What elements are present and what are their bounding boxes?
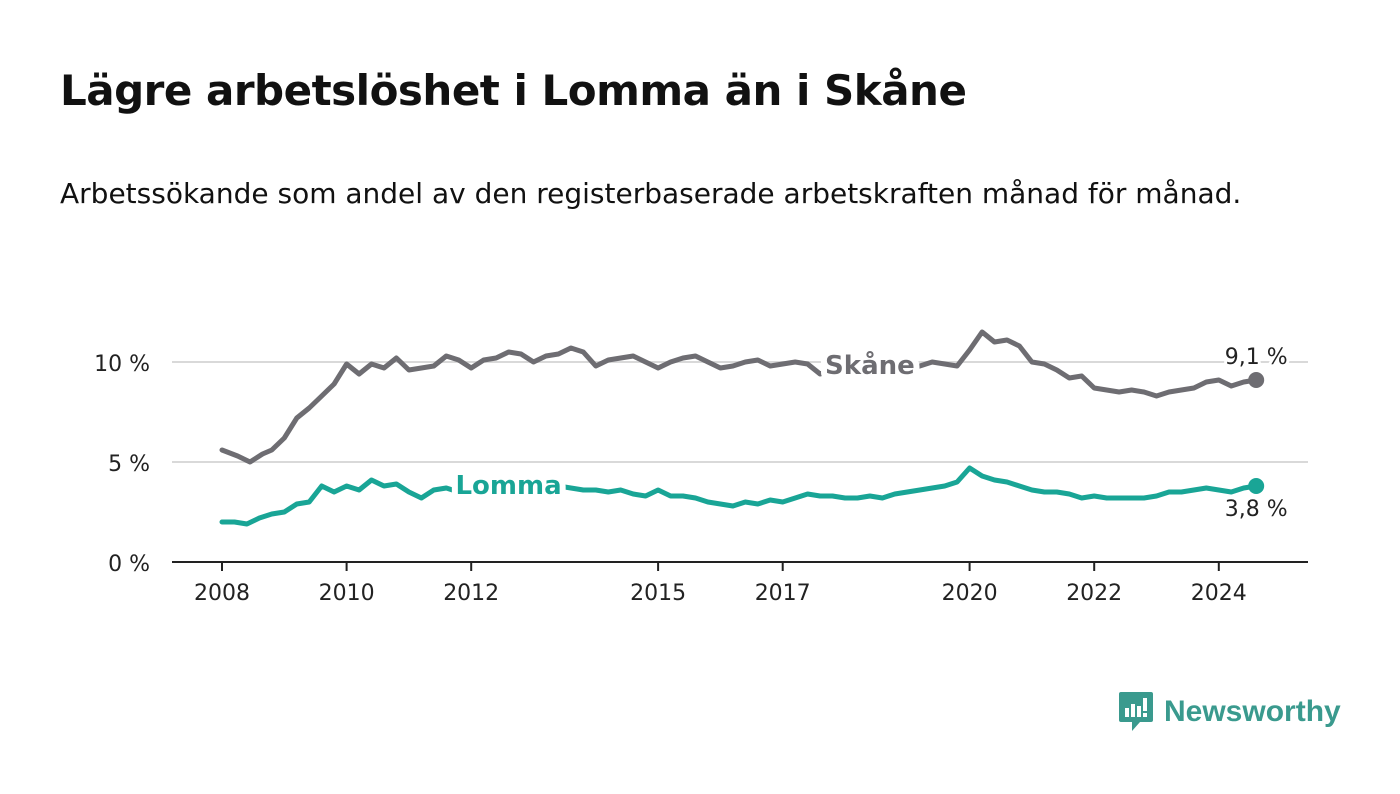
x-tick-label-2022: 2022	[1066, 581, 1122, 606]
chart-title: Lägre arbetslöshet i Lomma än i Skåne	[60, 66, 967, 115]
series-label-lomma: Lomma	[455, 471, 561, 501]
end-point-sk-ne	[1248, 372, 1265, 388]
end-point-lomma	[1248, 478, 1265, 494]
newsworthy-logo-icon	[1119, 692, 1153, 731]
end-label-lomma: 3,8 %	[1225, 497, 1288, 522]
y-axis: 0 % 5 % 10 %	[94, 352, 150, 577]
x-tick-label-2024: 2024	[1191, 581, 1247, 606]
x-tick-label-2008: 2008	[194, 581, 250, 606]
x-tick-label-2015: 2015	[630, 581, 686, 606]
x-axis: 2008 2010 2012 2015 2017 2020 2022 2024	[172, 561, 1308, 606]
y-tick-label-10: 10 %	[94, 352, 150, 377]
newsworthy-logo-text: Newsworthy	[1164, 695, 1341, 728]
series-line-lomma	[219, 465, 1259, 527]
series-lines	[219, 329, 1265, 527]
x-tick-label-2017: 2017	[755, 581, 811, 606]
x-tick-label-2010: 2010	[319, 581, 375, 606]
x-tick-label-2020: 2020	[942, 581, 998, 606]
end-label-sk-ne: 9,1 %	[1225, 345, 1288, 370]
gridlines	[172, 361, 1308, 463]
y-tick-label-5: 5 %	[108, 452, 150, 477]
newsworthy-logo[interactable]: Newsworthy	[1118, 690, 1341, 734]
series-labels: 9,1 % Skåne 3,8 % Lomma	[449, 342, 1290, 525]
chart-subtitle: Arbetssökande som andel av den registerb…	[60, 177, 1242, 210]
series-label-sk-ne: Skåne	[825, 349, 915, 381]
y-tick-label-0: 0 %	[108, 552, 150, 577]
x-tick-label-2012: 2012	[443, 581, 499, 606]
series-line-sk-ne	[219, 329, 1259, 465]
